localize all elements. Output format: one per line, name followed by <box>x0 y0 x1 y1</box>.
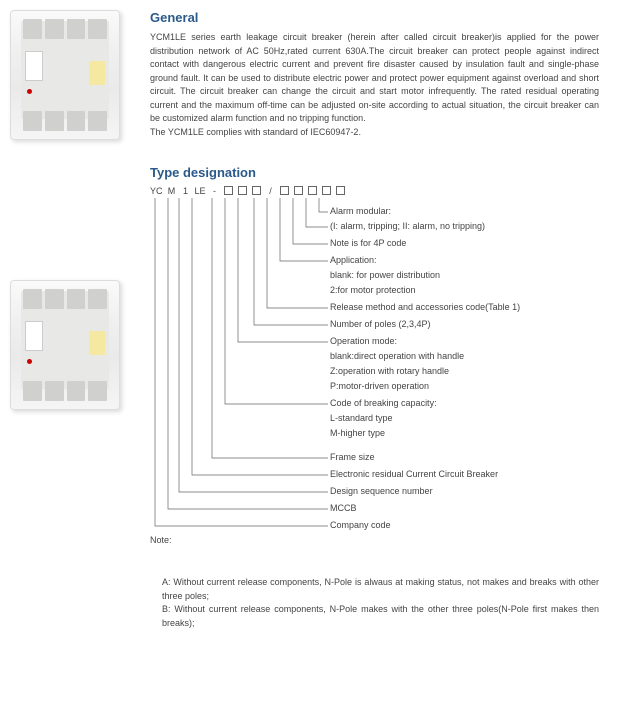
product-image-2 <box>10 280 120 410</box>
general-text-1: YCM1LE series earth leakage circuit brea… <box>150 31 599 126</box>
designation-label: Company code <box>330 520 391 532</box>
product-image-1 <box>10 10 120 140</box>
designation-label: Number of poles (2,3,4P) <box>330 319 431 331</box>
designation-label: Electronic residual Current Circuit Brea… <box>330 469 498 481</box>
designation-label: Design sequence number <box>330 486 433 498</box>
designation-label: Alarm modular: <box>330 206 391 218</box>
designation-diagram: YCM1LE-/ Alarm modular:(I: alarm, trippi… <box>150 186 599 576</box>
designation-label: Note is for 4P code <box>330 238 406 250</box>
designation-label: M-higher type <box>330 428 385 440</box>
type-heading: Type designation <box>150 165 599 180</box>
designation-label: 2:for motor protection <box>330 285 416 297</box>
note-heading: Note: <box>150 534 599 548</box>
designation-label: MCCB <box>330 503 357 515</box>
designation-label: Operation mode: <box>330 336 397 348</box>
designation-label: P:motor-driven operation <box>330 381 429 393</box>
note-b: B: Without current release components, N… <box>150 603 599 630</box>
designation-label: L-standard type <box>330 413 393 425</box>
designation-label: Release method and accessories code(Tabl… <box>330 302 520 314</box>
designation-label: (I: alarm, tripping; II: alarm, no tripp… <box>330 221 485 233</box>
designation-label: Z:operation with rotary handle <box>330 366 449 378</box>
designation-label: Frame size <box>330 452 375 464</box>
designation-label: Code of breaking capacity: <box>330 398 437 410</box>
designation-label: blank:direct operation with handle <box>330 351 464 363</box>
designation-label: Application: <box>330 255 377 267</box>
general-text-2: The YCM1LE complies with standard of IEC… <box>150 126 599 140</box>
note-a: A: Without current release components, N… <box>150 576 599 603</box>
general-heading: General <box>150 10 599 25</box>
designation-label: blank: for power distribution <box>330 270 440 282</box>
